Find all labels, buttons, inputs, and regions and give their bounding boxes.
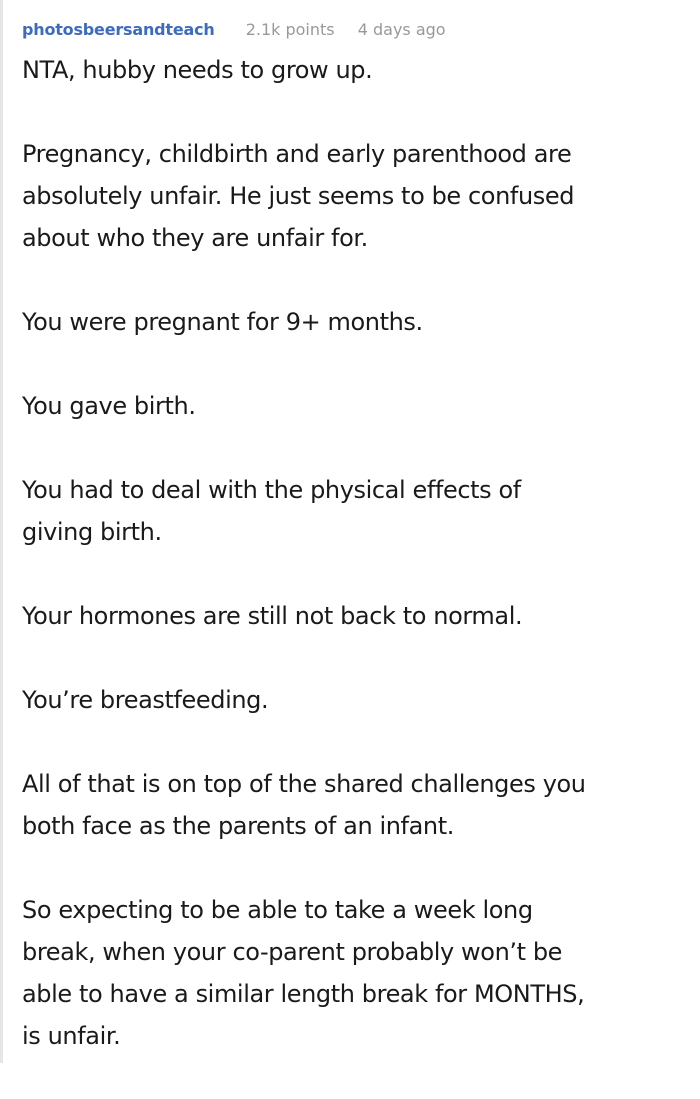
comment-text-line: NTA, hubby needs to grow up.: [22, 56, 373, 84]
comment-paragraph: You were pregnant for 9+ months.: [22, 301, 586, 343]
comment-text-line: both face as the parents of an infant.: [22, 812, 454, 840]
comment-paragraph: Pregnancy, childbirth and early parentho…: [22, 133, 586, 259]
comment-paragraph: Your hormones are still not back to norm…: [22, 595, 586, 637]
comment-header: photosbeersandteach 2.1k points 4 days a…: [22, 18, 446, 42]
comment-text-line: is unfair.: [22, 1022, 121, 1050]
comment-text-line: All of that is on top of the shared chal…: [22, 770, 586, 798]
comment-timestamp[interactable]: 4 days ago: [357, 20, 446, 39]
comment-points: 2.1k points: [245, 20, 335, 39]
comment-text-line: Pregnancy, childbirth and early parentho…: [22, 140, 572, 168]
comment-paragraph: You had to deal with the physical effect…: [22, 469, 586, 553]
comment-paragraph: You’re breastfeeding.: [22, 679, 586, 721]
thread-line: [0, 0, 3, 1063]
comment-text-line: So expecting to be able to take a week l…: [22, 896, 533, 924]
comment-paragraph: All of that is on top of the shared chal…: [22, 763, 586, 847]
comment-text-line: You were pregnant for 9+ months.: [22, 308, 423, 336]
comment-text-line: You gave birth.: [22, 392, 196, 420]
comment-text-line: about who they are unfair for.: [22, 224, 368, 252]
comment-text-line: Your hormones are still not back to norm…: [22, 602, 523, 630]
comment-paragraph: You gave birth.: [22, 385, 586, 427]
comment-text-line: giving birth.: [22, 518, 162, 546]
comment-text-line: You had to deal with the physical effect…: [22, 476, 521, 504]
comment-text-line: break, when your co-parent probably won’…: [22, 938, 563, 966]
comment-text-line: able to have a similar length break for …: [22, 980, 585, 1008]
comment-paragraph: So expecting to be able to take a week l…: [22, 889, 586, 1057]
comment-text-line: absolutely unfair. He just seems to be c…: [22, 182, 575, 210]
comment-author-link[interactable]: photosbeersandteach: [22, 20, 215, 39]
comment-text-line: You’re breastfeeding.: [22, 686, 269, 714]
comment-paragraph: NTA, hubby needs to grow up.: [22, 49, 586, 91]
comment-body: NTA, hubby needs to grow up. Pregnancy, c…: [22, 49, 586, 1099]
